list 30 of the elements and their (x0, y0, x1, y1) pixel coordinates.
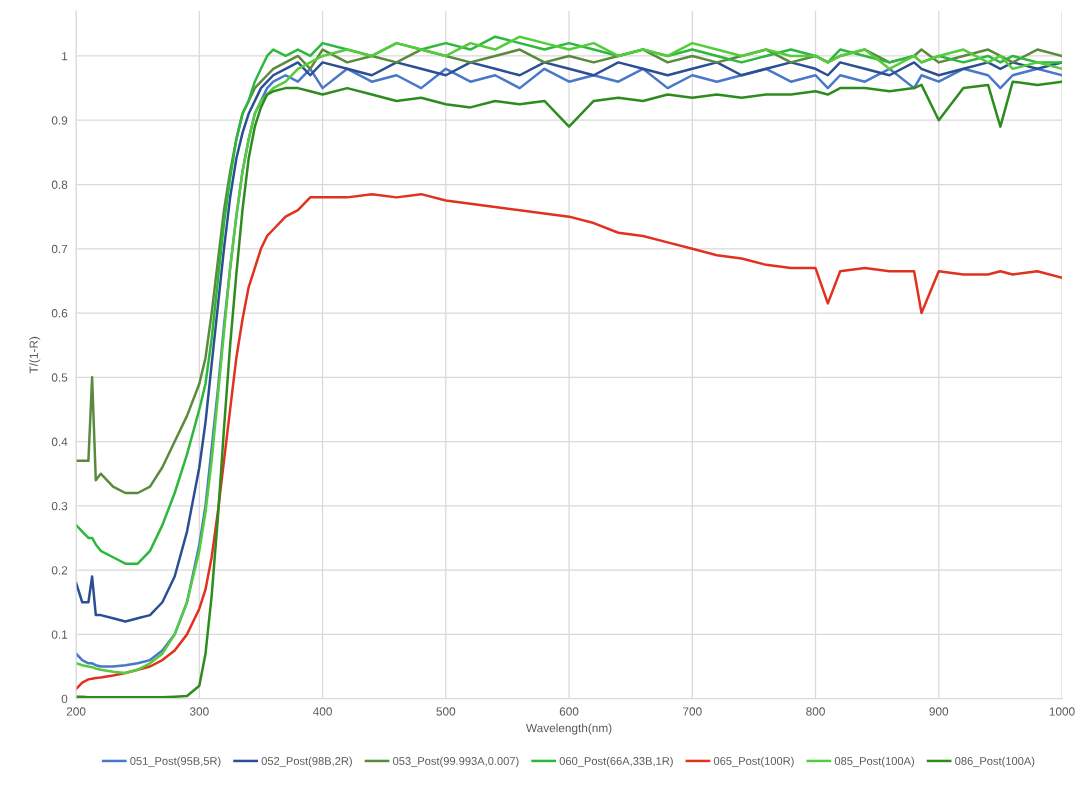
x-tick-label: 400 (312, 707, 332, 716)
y-tick-label: 0.4 (51, 437, 68, 446)
x-tick-label: 1000 (1049, 707, 1075, 716)
legend-label: 053_Post(99.993A,0.007) (393, 756, 519, 768)
line-series (76, 192, 1062, 691)
y-tick-label: 1 (62, 52, 68, 61)
y-tick-label: 0.1 (51, 630, 68, 639)
y-tick-label: 0.2 (51, 566, 68, 575)
x-axis-title: Wavelength(nm) (526, 723, 612, 735)
y-tick-label: 0.8 (51, 180, 68, 189)
x-tick-label: 500 (436, 707, 456, 716)
legend-label: 085_Post(100A) (834, 756, 914, 768)
x-tick-label: 700 (683, 707, 702, 716)
x-tick-label: 800 (806, 707, 825, 716)
legend-label: 051_Post(95B,5R) (130, 756, 221, 768)
x-tick-label: 600 (559, 707, 579, 716)
y-tick-label: 0.5 (51, 373, 68, 382)
y-axis-title: T/(1-R) (29, 336, 41, 374)
x-tick-label: 300 (189, 707, 209, 716)
legend-label: 060_Post(66A,33B,1R) (559, 756, 673, 768)
x-tick-label: 900 (929, 707, 949, 716)
y-tick-label: 0.6 (51, 309, 68, 318)
y-tick-label: 0.7 (51, 244, 68, 254)
legend-label: 065_Post(100R) (713, 756, 794, 768)
y-tick-label: 0.9 (51, 116, 68, 125)
legend-label: 052_Post(98B,2R) (261, 756, 352, 768)
y-tick-label: 0.3 (51, 501, 68, 511)
x-tick-label: 200 (66, 707, 86, 716)
legend-label: 086_Post(100A) (955, 756, 1035, 768)
y-tick-label: 0 (61, 694, 68, 704)
